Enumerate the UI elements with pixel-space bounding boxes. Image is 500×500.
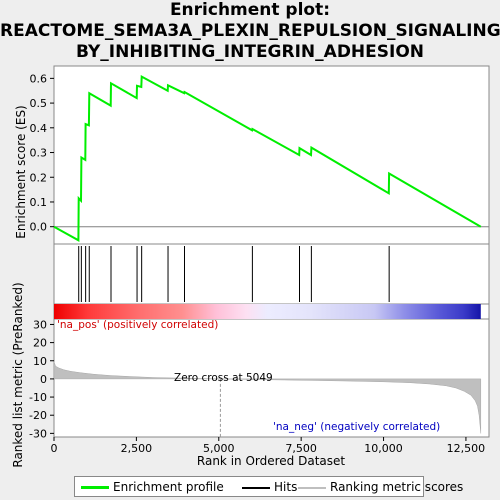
metric-y-axis-label: Ranked list metric (PreRanked) [11,282,25,467]
chart-title: Enrichment plot: REACTOME_SEMA3A_PLEXIN_… [0,0,500,63]
legend-hits-label: Hits [274,480,298,494]
legend: Enrichment profile Hits Ranking metric s… [74,476,463,497]
metric-y-tick-label: 10 [33,355,47,368]
zero-cross-label: Zero cross at 5049 [174,372,273,384]
x-tick-label: 12,500 [447,442,486,455]
legend-metric-label: Ranking metric scores [330,480,464,494]
legend-metric-swatch [298,486,326,489]
hit-markers [78,246,390,302]
metric-y-tick-label: -10 [29,391,47,404]
chart-title-line1: Enrichment plot: [169,0,331,20]
metric-y-tick-label: 30 [33,318,47,331]
es-y-tick-label: 0.2 [30,171,48,184]
es-y-tick-label: 0.0 [30,221,48,234]
metric-y-tick-label: -20 [29,409,47,422]
es-panel [53,65,490,245]
x-axis-label: Rank in Ordered Dataset [197,454,345,468]
metric-fill [53,361,482,434]
metric-y-tick-label: 20 [33,337,47,350]
chart-title-line3: BY_INHIBITING_INTEGRIN_ADHESION [75,42,425,62]
es-y-axis-label: Enrichment score (ES) [14,105,28,238]
legend-enrichment-swatch [81,486,109,489]
x-tick-label: 0 [51,442,58,455]
es-y-tick-label: 0.5 [30,97,48,110]
metric-y-tick-label: -30 [29,427,47,440]
neg-correlated-label: 'na_neg' (negatively correlated) [273,421,440,433]
legend-hits: Hits [242,480,297,494]
es-y-tick-label: 0.1 [30,196,48,209]
x-tick-label: 10,000 [364,442,403,455]
es-y-axis: 0.0 0.1 0.2 0.3 0.4 0.5 0.6 [30,72,54,234]
es-y-tick-label: 0.4 [30,122,48,135]
x-tick-label: 7,500 [285,442,317,455]
pos-correlated-label: 'na_pos' (positively correlated) [57,319,218,331]
legend-enrichment-label: Enrichment profile [113,480,224,494]
hits-panel [53,243,490,305]
x-tick-label: 5,000 [203,442,235,455]
metric-area [53,361,482,437]
es-curve [53,74,482,242]
metric-y-tick-label: 0 [40,373,47,386]
legend-enrichment-profile: Enrichment profile [81,480,224,494]
chart-title-line2: REACTOME_SEMA3A_PLEXIN_REPULSION_SIGNALI… [0,21,500,41]
es-y-tick-label: 0.6 [30,72,48,85]
es-y-tick-label: 0.3 [30,147,48,160]
es-curve-line [53,74,482,242]
ranking-color-bar [54,304,481,319]
x-tick-label: 2,500 [121,442,153,455]
x-axis: 0 2,500 5,000 7,500 10,000 12,500 [51,437,486,455]
legend-hits-swatch [242,486,270,489]
metric-y-axis: -30 -20 -10 0 10 20 30 [29,318,54,440]
legend-ranking-metric: Ranking metric scores [298,480,463,494]
